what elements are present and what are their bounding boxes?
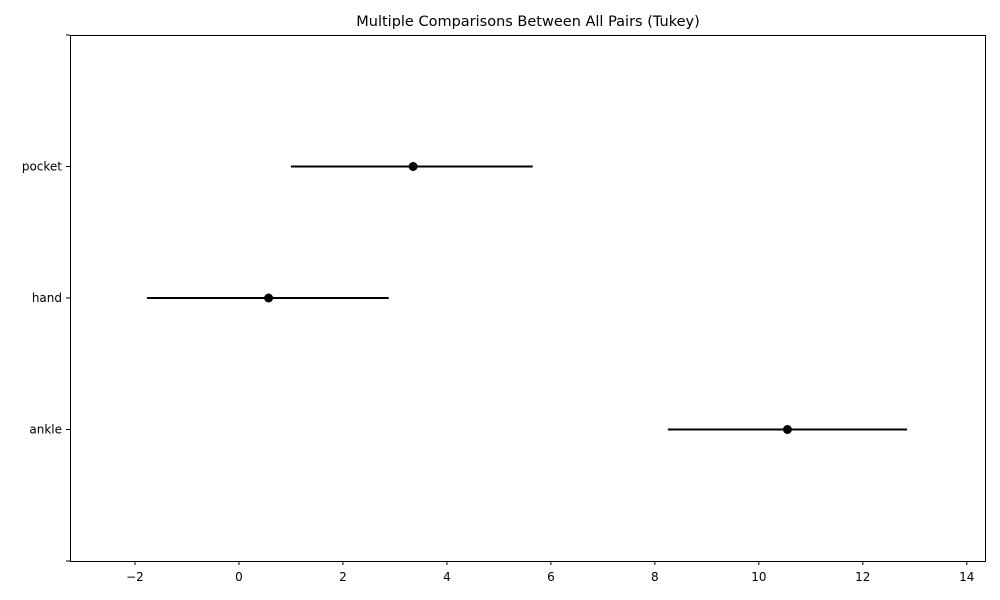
mean-marker-pocket bbox=[408, 162, 418, 171]
mean-marker-ankle bbox=[782, 425, 792, 434]
x-tick-label: 4 bbox=[443, 570, 451, 584]
x-tick-label: 14 bbox=[959, 570, 974, 584]
x-axis: −2 0 2 4 6 8 10 12 14 bbox=[126, 561, 974, 584]
x-tick-label: 2 bbox=[339, 570, 347, 584]
x-tick-label: 12 bbox=[855, 570, 870, 584]
data-marks bbox=[146, 162, 908, 434]
x-tick-label: 10 bbox=[751, 570, 766, 584]
mean-marker-hand bbox=[264, 293, 274, 303]
x-tick-label: 8 bbox=[651, 570, 659, 584]
x-tick-label: 6 bbox=[547, 570, 555, 584]
y-axis: pocket hand ankle bbox=[22, 34, 70, 562]
x-tick-label: 0 bbox=[235, 570, 243, 584]
chart-title: Multiple Comparisons Between All Pairs (… bbox=[356, 14, 700, 30]
y-tick-label: hand bbox=[32, 291, 62, 305]
y-tick-label: ankle bbox=[29, 423, 62, 437]
plot-frame bbox=[70, 35, 986, 562]
x-tick-label: −2 bbox=[126, 570, 144, 584]
y-tick-label: pocket bbox=[22, 160, 62, 174]
